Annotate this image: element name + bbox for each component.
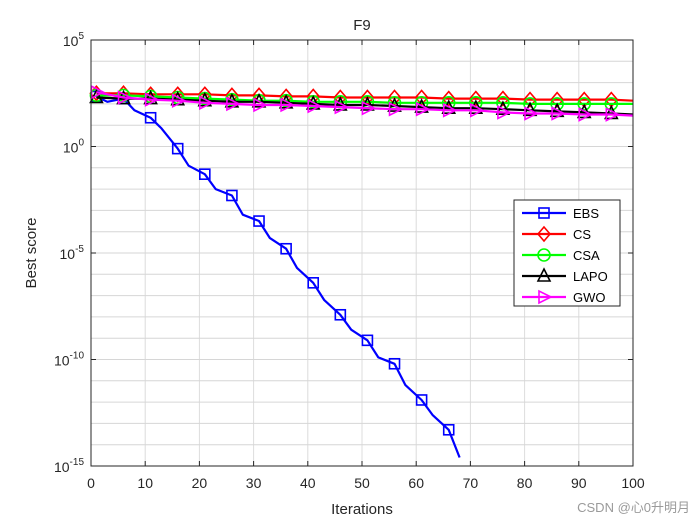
data-point [470,102,485,118]
x-axis-title: Iterations [331,501,393,518]
legend-label-cs: CS [573,227,591,242]
legend-marker-csa [537,248,551,262]
series-gwo [90,84,634,122]
x-tick-label: 30 [246,475,262,491]
chart-title: F9 [353,17,371,34]
data-point [199,95,214,111]
x-tick-label: 90 [571,475,587,491]
data-point [577,97,592,111]
data-point [117,90,133,105]
legend-box [513,199,621,307]
legend-label-csa: CSA [573,248,600,263]
y-tick-label: 105 [63,31,85,49]
data-point [415,101,431,117]
legend: EBS CS CSA LAPO GWO [513,199,621,307]
x-tick-label: 100 [621,475,645,491]
y-tick-label: 10-15 [54,457,84,475]
x-tick-label: 60 [408,475,424,491]
data-point [414,89,429,106]
data-point [441,90,456,107]
data-point [497,105,512,120]
data-point [171,142,184,155]
legend-marker-lapo [536,267,552,282]
data-point [578,107,594,122]
data-point [442,423,455,436]
data-point [253,97,268,113]
y-tick-label: 10-5 [60,244,85,262]
x-tick-label: 40 [300,475,316,491]
x-tick-label: 50 [354,475,370,491]
data-point [280,97,295,113]
data-point [307,277,320,289]
y-tick-label: 100 [63,138,85,156]
data-point [226,96,241,112]
x-tick-label: 0 [87,475,95,491]
data-point [253,215,265,227]
data-point [415,394,428,406]
series-line-gwo [96,91,634,117]
data-point [442,102,458,118]
data-point [144,92,160,107]
data-point [388,101,404,117]
data-point [388,357,401,370]
data-point [387,89,402,106]
legend-marker-cs [536,225,552,243]
series-ebs [90,90,461,458]
data-point [171,93,187,108]
data-point [550,91,565,108]
x-axis: 0 10 20 30 40 50 60 70 80 90 100 [87,40,645,491]
data-point [307,98,323,114]
data-point [199,168,211,180]
data-point [524,106,539,121]
series-layer [89,84,634,458]
x-tick-label: 20 [192,475,208,491]
data-point [551,106,566,121]
series-line-csa [96,94,633,106]
x-tick-label: 10 [137,475,153,491]
data-point [334,99,350,115]
watermark: CSDN @心0升明月 [577,500,690,515]
legend-label-ebs: EBS [573,206,599,221]
data-point [468,90,483,107]
data-point [226,189,238,202]
data-point [361,100,377,116]
y-tick-label: 10-10 [54,351,84,369]
x-tick-label: 80 [517,475,533,491]
legend-label-gwo: GWO [573,290,606,305]
data-point [334,308,347,321]
data-point [495,90,510,107]
legend-label-lapo: LAPO [573,269,608,284]
y-axis-title: Best score [23,218,40,289]
data-point [605,107,621,122]
legend-marker-gwo [538,289,553,305]
x-tick-label: 70 [463,475,479,491]
data-point [361,334,374,347]
data-point [522,91,538,108]
data-point [280,242,292,255]
legend-marker-ebs [538,207,550,219]
data-point [604,97,619,111]
y-axis: 105 100 10-5 10-10 10-15 [54,31,633,475]
data-point [144,111,157,124]
